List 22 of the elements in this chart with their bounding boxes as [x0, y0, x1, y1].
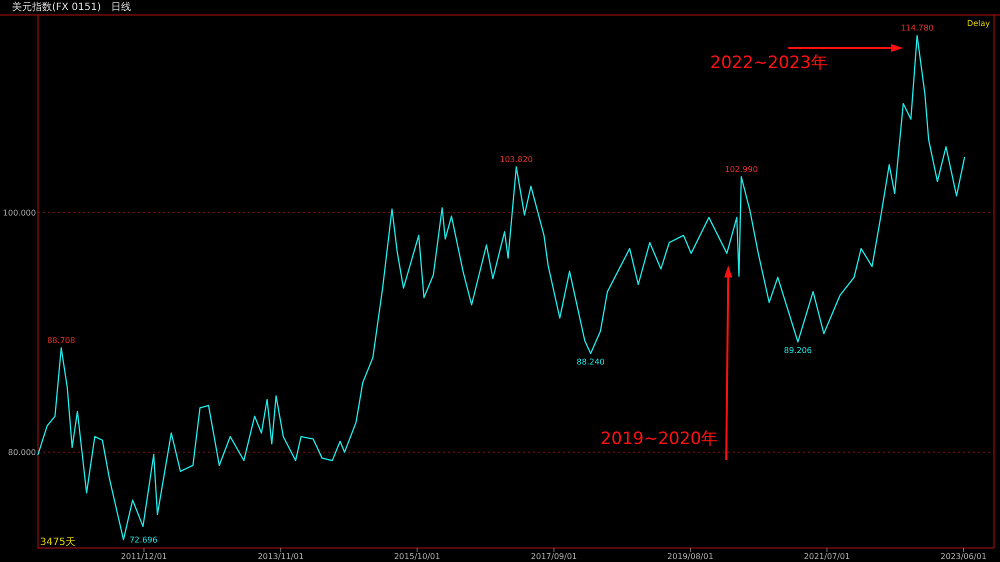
x-tick-label: 2021/07/01 — [804, 552, 850, 561]
x-tick-label: 2023/06/01 — [940, 552, 987, 561]
annotation: 2019~2020年 — [600, 429, 718, 449]
annotation: Delay — [967, 19, 990, 28]
data-label: 88.708 — [47, 336, 76, 345]
chart-subtitle: 日线 — [111, 1, 132, 13]
data-label: 89.206 — [784, 346, 812, 355]
annotation: 2022~2023年 — [710, 53, 828, 74]
annotation: 3475天 — [40, 537, 76, 548]
x-tick-label: 2019/08/01 — [667, 552, 714, 561]
chart-title: 美元指数(FX 0151) — [12, 1, 102, 13]
data-label: 88.240 — [576, 357, 605, 366]
data-label: 103.820 — [500, 154, 533, 164]
x-tick-label: 2013/11/01 — [258, 552, 304, 561]
y-tick-label: 80.000 — [8, 448, 36, 458]
x-tick-label: 2011/12/01 — [120, 552, 168, 561]
x-tick-label: 2015/10/01 — [394, 552, 440, 561]
data-label: 72.696 — [129, 536, 158, 545]
data-label: 114.780 — [900, 24, 934, 33]
y-tick-label: 100.000 — [2, 208, 36, 218]
data-label: 102.990 — [724, 164, 758, 174]
x-tick-label: 2017/09/01 — [530, 552, 578, 561]
